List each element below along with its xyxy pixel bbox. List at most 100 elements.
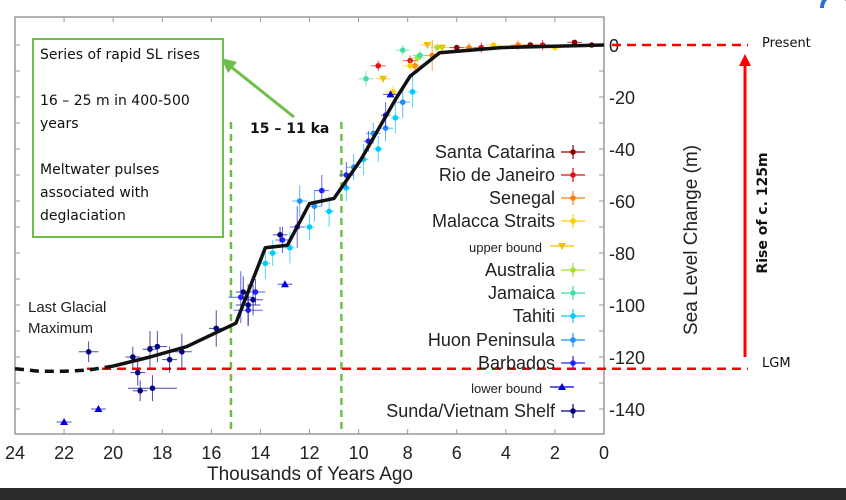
x-tick-label: 18 [152,443,172,463]
x-tick-label: 6 [452,443,462,463]
callout-arrow-shaft [229,64,295,119]
annotation-box: Series of rapid SL rises 16 – 25 m in 40… [32,38,224,238]
data-point [85,349,92,355]
y-tick-label: -140 [609,400,645,420]
legend-marker [570,313,576,319]
data-point [252,289,259,295]
data-point [386,90,395,98]
y-tick-label: -100 [609,296,645,316]
y-tick-label: -80 [609,244,635,264]
y-tick-label: -120 [609,348,645,368]
legend-label: Jamaica [488,283,556,303]
x-tick-label: 12 [299,443,319,463]
x-tick-label: 14 [250,443,270,463]
x-tick-label: 0 [599,443,609,463]
data-point [237,294,244,301]
data-point [363,76,369,82]
data-point [399,47,406,53]
data-point [423,42,432,49]
rise-label: Rise of c. 125m [755,152,771,273]
x-tick-label: 2 [550,443,560,463]
data-point [409,89,416,95]
y-tick-label: -20 [609,88,635,108]
legend-marker [558,383,566,390]
data-point [154,343,161,350]
data-point [245,302,251,308]
y-axis-title: Sea Level Change (m) [681,145,702,335]
legend-label: Tahiti [513,306,555,326]
legend-marker [570,195,576,201]
data-point [166,356,173,363]
legend-marker [570,290,576,296]
data-point [277,232,283,238]
data-point [326,208,332,215]
data-point [130,354,136,360]
data-point [417,52,423,59]
legend-label: Rio de Janeiro [439,165,555,185]
data-point [179,349,185,355]
data-point [311,203,318,209]
x-tick-label: 20 [103,443,123,463]
lgm-text-line2: Maximum [28,320,93,337]
present-label: Present [762,36,811,51]
data-point [571,39,578,46]
legend-label: upper bound [469,240,542,255]
legend-label: Malacca Straits [432,211,555,231]
data-point [94,405,103,412]
data-point [213,325,220,332]
data-point [134,369,141,376]
window-label: 15 – 11 ka [250,121,329,137]
data-point [147,346,153,353]
legend-label: Santa Catarina [435,142,556,162]
x-tick-label: 16 [201,443,221,463]
data-point [392,115,399,121]
data-point [240,289,247,295]
data-point [379,75,388,83]
data-point [262,260,269,267]
data-point [279,237,286,243]
trend-line-solid [112,43,605,368]
data-point [250,297,256,303]
legend-label: Barbados [478,353,555,373]
data-point [60,418,69,425]
legend-label: Australia [485,260,556,280]
data-point [434,44,440,51]
data-point [407,63,413,69]
note-line: Meltwater pulses associated with deglaci… [40,162,160,224]
legend-label: Huon Peninsula [428,330,556,350]
y-tick-label: -60 [609,192,635,212]
data-point [149,385,156,392]
legend-marker [570,360,576,366]
legend-label: Senegal [489,188,555,208]
legend-marker [570,337,576,343]
legend-marker [570,267,576,273]
legend-marker [570,172,576,178]
note-line: 16 – 25 m in 400-500 years [40,93,190,132]
y-tick-label: -40 [609,140,635,160]
legend-label: lower bound [471,381,542,396]
x-tick-label: 24 [5,443,25,463]
data-point [375,146,382,152]
x-axis-title: Thousands of Years Ago [207,464,413,485]
note-line: Series of rapid SL rises [40,47,200,63]
rise-arrowhead-icon [739,54,751,66]
data-point [453,44,460,51]
legend-marker [570,218,576,224]
data-point [296,198,303,204]
data-point [399,99,406,105]
x-tick-label: 4 [501,443,511,463]
legend-marker [558,243,566,250]
legend-marker [570,149,576,155]
trend-line [14,43,605,374]
callout-arrowhead-icon [221,58,237,73]
lgm-text-line1: Last Glacial [28,299,106,316]
data-point [280,280,289,288]
x-tick-label: 10 [349,443,369,463]
x-tick-label: 8 [403,443,413,463]
lgm-label: LGM [762,356,791,371]
bottom-bar [0,488,846,500]
legend-marker [570,408,576,414]
data-point [269,250,276,256]
corner-circle-icon [820,0,846,9]
